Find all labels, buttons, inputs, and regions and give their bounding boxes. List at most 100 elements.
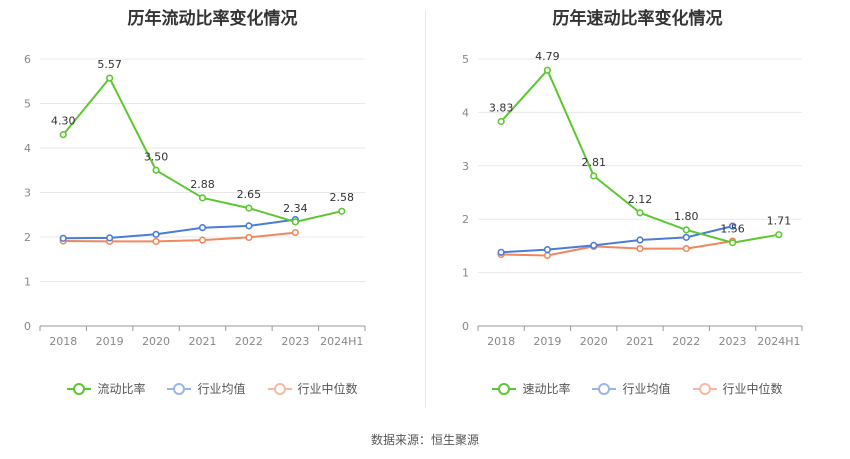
legend-swatch-icon [267, 382, 292, 395]
main-series-point [775, 231, 783, 239]
x-tick-label: 2020 [142, 335, 170, 348]
avg-series-line [501, 225, 733, 254]
avg-series-point [497, 248, 505, 256]
legend-item-median[interactable]: 行业中位数 [267, 380, 358, 397]
y-tick-label: 2 [24, 231, 31, 244]
avg-series-point [106, 234, 114, 242]
data-label: 2.88 [190, 178, 215, 191]
main-series-point [497, 117, 505, 126]
main-series-point [590, 172, 598, 180]
chart-title: 历年速动比率变化情况 [552, 9, 723, 29]
chart-legend: 速动比率 行业均值 行业中位数 [425, 380, 850, 397]
main-series-point [728, 239, 737, 247]
x-tick-label: 2021 [189, 335, 217, 348]
y-tick-label: 4 [24, 142, 31, 155]
main-series-point [682, 226, 690, 234]
main-series-line [500, 69, 780, 244]
quick-ratio-chart-panel: 历年速动比率变化情况 0 1 2 3 4 5 2018 2019 2020 2021 2022 202… [425, 0, 850, 420]
x-tick-label: 2021 [626, 335, 654, 348]
median-series-point [543, 251, 552, 260]
data-label: 2.58 [330, 191, 355, 204]
main-series-point [59, 131, 67, 139]
main-series-point [152, 166, 160, 174]
median-series-point [152, 237, 160, 246]
data-label: 2.34 [283, 202, 308, 215]
legend-label: 行业中位数 [722, 382, 783, 396]
legend-swatch-icon [492, 382, 517, 395]
legend-swatch-icon [692, 382, 717, 395]
legend-swatch-icon [67, 382, 92, 395]
legend-label: 行业均值 [197, 382, 246, 396]
legend-label: 流动比率 [97, 382, 146, 396]
legend-item-avg[interactable]: 行业均值 [167, 380, 246, 397]
main-series-point [245, 204, 253, 212]
avg-series-point [245, 222, 253, 230]
x-tick-label: 2018 [487, 335, 515, 348]
median-series-point [291, 228, 299, 237]
x-tick-label: 2019 [533, 335, 561, 348]
quick-ratio-plot: 0 1 2 3 4 5 2018 2019 2020 2021 2022 2023 2024H1 3.83… [462, 50, 803, 348]
current-ratio-plot: 0 1 2 3 4 5 6 2018 2019 2020 2021 2022 2023 2024H1 4.3… [24, 53, 366, 348]
y-tick-label: 0 [24, 320, 31, 333]
data-source-note: 数据来源：恒生聚源 [370, 433, 479, 447]
main-series-point [543, 66, 552, 74]
y-tick-label: 5 [24, 98, 31, 111]
y-tick-label: 1 [462, 267, 469, 280]
x-tick-label: 2024H1 [757, 335, 800, 348]
median-series-point [682, 244, 690, 253]
main-series-point [636, 209, 644, 217]
data-label: 2.65 [237, 188, 262, 201]
data-label: 2.81 [581, 156, 606, 169]
legend-swatch-icon [592, 382, 617, 395]
median-series-point [198, 236, 207, 244]
y-tick-label: 4 [462, 106, 469, 119]
legend-swatch-icon [167, 382, 192, 395]
avg-series-line [63, 218, 296, 240]
legend-label: 行业均值 [622, 382, 671, 396]
legend-label: 速动比率 [522, 382, 571, 396]
avg-series-point [152, 230, 160, 238]
median-series-point [245, 233, 253, 242]
y-tick-label: 5 [462, 53, 469, 66]
y-tick-label: 2 [462, 213, 469, 226]
x-tick-label: 2024H1 [320, 335, 363, 348]
x-tick-label: 2022 [235, 335, 263, 348]
x-tick-label: 2018 [49, 335, 77, 348]
x-tick-label: 2020 [580, 335, 608, 348]
main-series-point [198, 194, 207, 202]
main-series-point [291, 218, 299, 226]
median-series-line [63, 231, 296, 243]
data-label: 1.56 [720, 223, 745, 236]
median-series-point [636, 244, 644, 253]
data-label: 3.83 [489, 101, 514, 114]
chart-title: 历年流动比率变化情况 [127, 9, 298, 29]
y-tick-label: 3 [24, 187, 31, 200]
y-tick-label: 0 [462, 320, 469, 333]
main-series-point [106, 74, 114, 82]
avg-series-point [59, 234, 67, 242]
avg-series-point [543, 246, 552, 254]
data-label: 4.30 [51, 115, 76, 128]
avg-series-point [636, 236, 644, 244]
x-tick-label: 2023 [281, 335, 309, 348]
legend-item-median[interactable]: 行业中位数 [692, 380, 783, 397]
panel-divider [425, 10, 426, 408]
avg-series-point [728, 222, 737, 230]
avg-series-point [590, 241, 598, 249]
data-label: 1.80 [674, 210, 699, 223]
legend-item-main[interactable]: 速动比率 [492, 380, 570, 397]
main-series-point [338, 207, 346, 215]
avg-series-point [198, 224, 207, 232]
legend-item-avg[interactable]: 行业均值 [592, 380, 671, 397]
current-ratio-chart-panel: 历年流动比率变化情况 0 1 2 3 4 5 6 2018 2019 2020 2021 2022 20… [0, 0, 425, 420]
x-tick-label: 2023 [719, 335, 747, 348]
legend-label: 行业中位数 [297, 382, 358, 396]
y-tick-label: 3 [462, 160, 469, 173]
x-tick-label: 2022 [672, 335, 700, 348]
y-tick-label: 6 [24, 53, 31, 66]
data-label: 3.50 [144, 150, 169, 163]
data-label: 4.79 [535, 50, 560, 63]
median-series-line [501, 240, 733, 257]
data-label: 5.57 [97, 58, 122, 71]
legend-item-main[interactable]: 流动比率 [67, 380, 145, 397]
